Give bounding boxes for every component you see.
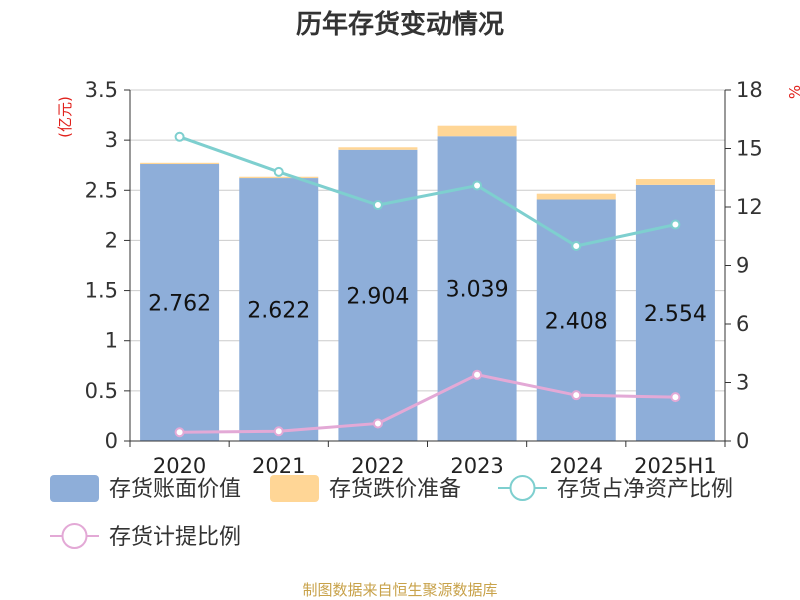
legend-marker-icon [509, 475, 536, 501]
bar-data-label: 2.904 [346, 284, 409, 309]
legend-label: 存货占净资产比例 [557, 477, 733, 502]
left-tick-label: 2.5 [85, 178, 118, 202]
provision-ratio-point [472, 369, 483, 380]
bar-impairment [437, 125, 517, 137]
x-tick-label: 2021 [252, 454, 305, 478]
right-tick-label: 18 [736, 78, 763, 102]
bar-data-label: 3.039 [446, 278, 509, 303]
right-tick-label: 15 [736, 137, 763, 161]
bar-impairment [536, 193, 616, 200]
line-series [174, 131, 681, 438]
left-tick-label: 3.5 [85, 78, 118, 102]
left-tick-label: 2 [105, 228, 118, 252]
net-asset-ratio-point [372, 200, 383, 211]
left-unit-label: (亿元) [56, 96, 74, 138]
right-tick-label: 0 [736, 429, 749, 453]
legend-label: 存货计提比例 [109, 525, 241, 550]
right-tick-label: 3 [736, 371, 749, 395]
left-tick-label: 0 [105, 429, 118, 453]
bar-data-label: 2.408 [545, 309, 608, 334]
axes: 0 0.5 1 1.5 2 2.5 3 3.5 0 3 6 9 12 15 18 2020 2021 2022 20… [85, 78, 763, 478]
provision-ratio-point [670, 392, 681, 403]
provision-ratio-point [273, 426, 284, 437]
legend-swatch [270, 475, 319, 502]
bar-series: 2.762 2.622 2.904 3.039 2.408 2.554 [140, 125, 715, 442]
left-tick-label: 3 [105, 128, 118, 152]
chart-title: 历年存货变动情况 [296, 9, 504, 40]
bar-impairment [239, 176, 319, 179]
bar-data-label: 2.762 [148, 292, 211, 317]
x-tick-label: 2020 [153, 454, 206, 478]
provision-ratio-line [179, 373, 676, 434]
left-tick-label: 1.5 [85, 279, 118, 303]
bar-impairment [338, 147, 418, 150]
x-tick-label: 2022 [351, 454, 404, 478]
net-asset-ratio-point [670, 219, 681, 230]
net-asset-ratio-point [472, 180, 483, 191]
legend-label: 存货账面价值 [109, 477, 241, 502]
right-unit-label: % [786, 85, 800, 99]
provision-ratio-point [571, 390, 582, 401]
net-asset-ratio-point [273, 166, 284, 177]
legend-label: 存货跌价准备 [329, 477, 461, 502]
x-tick-label: 2023 [450, 454, 503, 478]
legend-swatch [50, 475, 99, 502]
provision-ratio-point [372, 418, 383, 429]
net-asset-ratio-point [571, 241, 582, 251]
right-tick-label: 6 [736, 312, 749, 336]
left-tick-label: 1 [105, 329, 118, 353]
bar-data-label: 2.622 [247, 299, 310, 324]
bar-book-value [140, 164, 220, 441]
bar-impairment [140, 162, 220, 165]
bar-impairment [635, 179, 715, 185]
right-tick-label: 12 [736, 195, 763, 219]
source-note: 制图数据来自恒生聚源数据库 [302, 581, 497, 599]
legend-marker-icon [61, 523, 88, 549]
net-asset-ratio-point [174, 131, 185, 142]
bar-book-value [338, 149, 418, 442]
bar-book-value [239, 178, 319, 442]
bar-data-label: 2.554 [644, 302, 707, 327]
provision-ratio-point [174, 427, 185, 438]
grid-lines [130, 89, 725, 392]
net-asset-ratio-line [179, 135, 676, 248]
left-tick-label: 0.5 [85, 379, 118, 403]
right-tick-label: 9 [736, 254, 749, 278]
x-tick-label: 2024 [550, 454, 603, 478]
x-tick-label: 2025H1 [634, 454, 717, 478]
